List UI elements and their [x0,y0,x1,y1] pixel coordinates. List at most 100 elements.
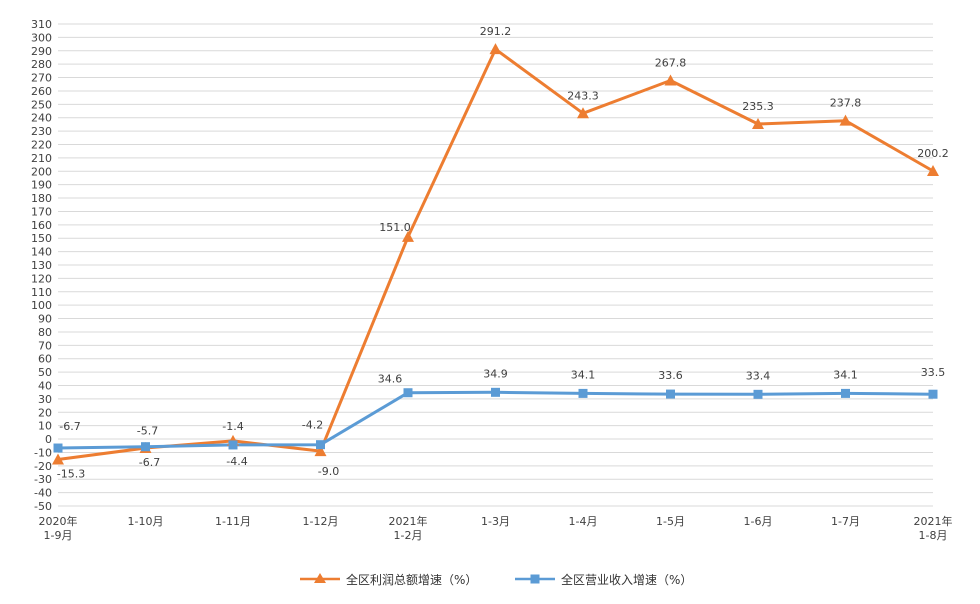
y-tick-label: 200 [31,165,52,178]
data-point-triangle [927,165,939,177]
data-label-revenue: -4.4 [226,455,247,468]
data-point-square [403,388,413,398]
data-point-square [928,389,938,399]
data-point-square [666,389,675,399]
y-tick-label: -10 [34,446,52,459]
x-tick-label-line: 1-2月 [394,529,423,542]
legend-item-profit: 全区利润总额增速（%） [300,568,477,590]
data-label-revenue: -4.2 [302,419,323,432]
y-tick-label: 20 [38,406,52,419]
y-tick-label: -20 [34,460,52,473]
data-label-profit: -1.4 [222,420,243,433]
x-tick-label: 1-10月 [128,515,164,528]
x-tick-label: 1-7月 [831,515,860,528]
y-tick-label: 70 [38,339,52,352]
y-tick-label: 10 [38,420,52,433]
x-tick-label: 1-11月 [215,515,251,528]
y-tick-label: 240 [31,112,52,125]
data-point-triangle [314,445,327,457]
x-tick-label: 1-4月 [569,515,598,528]
x-tick-label-line: 1-6月 [744,515,773,528]
y-tick-label: 220 [31,139,52,152]
y-tick-label: 170 [31,205,52,218]
y-tick-label: 110 [31,286,52,299]
x-tick-label-line: 1-9月 [44,529,73,542]
data-label-revenue: 34.1 [571,368,596,381]
data-point-triangle [752,118,764,130]
x-tick-label-line: 1-10月 [128,515,164,528]
line-chart: -50-40-30-20-100102030405060708090100110… [31,18,953,542]
y-tick-label: 250 [31,98,52,111]
gridlines [58,23,933,507]
legend-label-profit: 全区利润总额增速（%） [346,572,478,587]
y-tick-label: 0 [45,433,52,446]
x-tick-label-line: 1-8月 [919,529,948,542]
series-line-0 [57,47,934,461]
y-tick-label: 230 [31,125,52,138]
data-label-profit: -15.3 [57,468,85,481]
x-tick-label: 2020年 1-9月 [39,514,78,542]
y-tick-label: 80 [38,326,52,339]
legend-label-revenue: 全区营业收入增速（%） [561,572,693,587]
legend: 全区利润总额增速（%） 全区营业收入增速（%） [0,568,980,590]
data-label-profit: 291.2 [480,25,512,38]
y-tick-label: 260 [31,85,52,98]
data-label-revenue: 34.6 [378,373,403,386]
data-point-triangle [402,230,414,242]
y-tick-label: 280 [31,58,52,71]
data-point-square [53,443,63,453]
x-tick-label: 1-3月 [481,515,510,528]
x-tick-label: 1-5月 [656,515,685,528]
data-point-square [578,388,588,398]
x-tick-label-line: 2021年 [389,514,428,528]
data-point-square [491,387,500,397]
data-label-revenue: -5.7 [137,425,158,438]
series-markers [52,43,939,465]
data-point-square [228,440,238,450]
data-label-profit: 151.0 [379,221,411,234]
data-label-profit: 235.3 [742,100,774,113]
y-tick-label: 310 [31,18,52,31]
y-tick-label: 90 [38,313,52,326]
x-tick-label-line: 2020年 [39,514,78,528]
legend-item-revenue: 全区营业收入增速（%） [515,568,692,590]
x-tick-label-line: 1-12月 [303,515,339,528]
data-label-profit: 200.2 [917,147,949,160]
data-label-revenue: 34.1 [833,368,858,381]
data-point-square [141,442,150,452]
data-point-triangle [664,74,677,86]
y-tick-label: -40 [34,487,52,500]
data-label-revenue: 33.5 [921,366,946,379]
x-axis: 2020年 1-9月1-10月 1-11月 1-12月 2021年 1-2月1-3月 1-4… [39,514,953,542]
x-tick-label-line: 1-11月 [215,515,251,528]
y-tick-label: 130 [31,259,52,272]
data-point-triangle [839,114,852,126]
x-tick-label-line: 1-4月 [569,515,598,528]
data-point-square [841,388,850,398]
data-label-revenue: 33.6 [658,369,683,382]
y-tick-label: 210 [31,152,52,165]
series-lines [57,47,934,461]
y-tick-label: 140 [31,246,52,259]
y-tick-label: 50 [38,366,52,379]
y-tick-label: 300 [31,31,52,44]
x-tick-label: 2021年 1-8月 [914,514,953,542]
y-tick-label: 180 [31,192,52,205]
y-tick-label: 100 [31,299,52,312]
y-tick-label: 120 [31,272,52,285]
x-tick-label-line: 1-5月 [656,515,685,528]
data-label-profit: 237.8 [830,97,862,110]
data-label-profit: -9.0 [318,465,339,478]
x-tick-label: 2021年 1-2月 [389,514,428,542]
y-tick-label: 40 [38,380,52,393]
data-label-profit: 267.8 [655,57,687,70]
y-tick-label: 290 [31,45,52,58]
x-tick-label-line: 1-7月 [831,515,860,528]
y-tick-label: 150 [31,232,52,245]
data-point-triangle [489,43,502,55]
y-tick-label: 160 [31,219,52,232]
data-point-square [753,389,763,399]
x-tick-label-line: 2021年 [914,514,953,528]
x-tick-label: 1-12月 [303,515,339,528]
